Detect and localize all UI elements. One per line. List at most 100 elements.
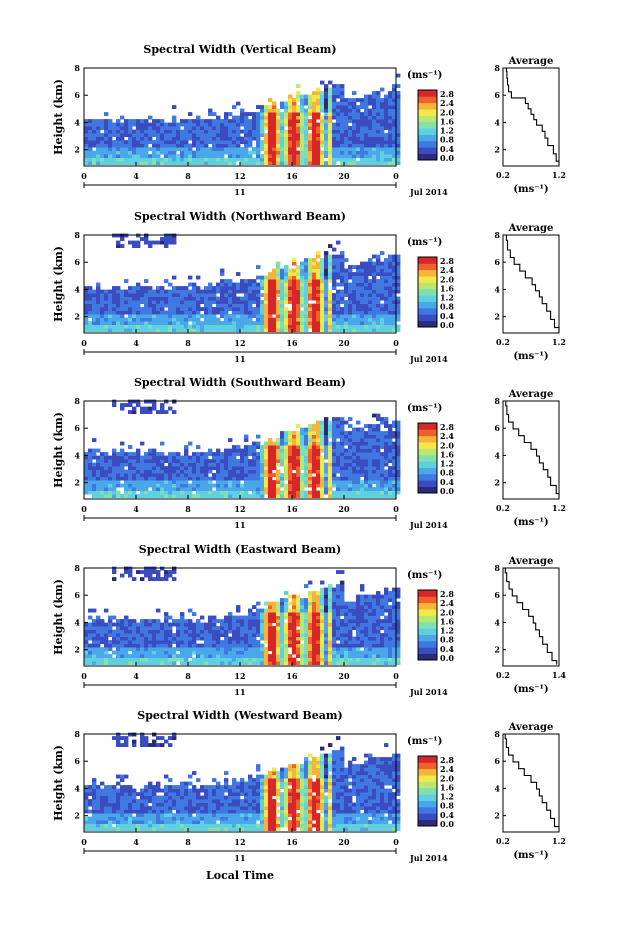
x-tick-label: 20 [338,338,350,348]
colorbar-tick-label: 0.8 [440,135,454,145]
average-x-tick-label: 1.4 [552,670,566,680]
x-tick-label: 0 [393,504,399,514]
colorbar-tick-label: 0.4 [440,644,454,654]
average-y-tick-label: 6 [494,423,500,433]
average-frame [503,568,559,666]
x-tick-label: 8 [185,338,191,348]
panel-5: Spectral Width (Westward Beam)2468Height… [52,709,566,863]
y-tick-label: 2 [74,312,80,322]
panel-3: Spectral Width (Southward Beam)2468Heigh… [52,376,566,530]
x-tick-label: 20 [338,171,350,181]
average-unit: (ms⁻¹) [513,351,548,362]
date-label: Jul 2014 [409,187,448,197]
average-y-tick-label: 2 [494,645,500,655]
y-axis-title: Height (km) [52,79,65,155]
y-tick-label: 8 [74,729,80,739]
panel-title: Spectral Width (Northward Beam) [134,210,346,223]
panel-title: Spectral Width (Westward Beam) [137,709,342,722]
colorbar-tick-label: 2.8 [440,256,454,266]
colorbar-tick-label: 2.4 [440,598,454,608]
x-tick-label: 0 [393,171,399,181]
day-label: 11 [234,520,245,530]
average-y-tick-label: 6 [494,590,500,600]
y-tick-label: 2 [74,811,80,821]
average-unit: (ms⁻¹) [513,850,548,861]
x-tick-label: 4 [133,504,139,514]
colorbar-unit: (ms⁻¹) [407,570,442,581]
date-label: Jul 2014 [409,520,448,530]
average-y-tick-label: 8 [494,396,500,406]
average-y-tick-label: 2 [494,145,500,155]
colorbar-tick-label: 2.8 [440,89,454,99]
x-tick-label: 8 [185,171,191,181]
colorbar-tick-label: 0.8 [440,302,454,312]
x-tick-label: 16 [286,671,298,681]
x-tick-label: 0 [81,837,87,847]
heatmap-cells [84,567,400,665]
y-tick-label: 2 [74,478,80,488]
heatmap-cells [84,400,400,498]
average-title: Average [508,56,554,67]
average-x-tick-label: 0.2 [496,503,510,513]
average-y-tick-label: 4 [494,783,500,793]
average-y-tick-label: 4 [494,284,500,294]
colorbar-tick-label: 0.4 [440,810,454,820]
x-tick-label: 0 [393,338,399,348]
date-label: Jul 2014 [409,687,448,697]
x-tick-label: 20 [338,504,350,514]
colorbar-tick-label: 2.8 [440,755,454,765]
y-tick-label: 8 [74,63,80,73]
average-title: Average [508,556,554,567]
average-y-tick-label: 2 [494,478,500,488]
average-y-tick-label: 4 [494,117,500,127]
colorbar-tick-label: 1.6 [440,782,454,792]
colorbar-tick-label: 1.2 [440,126,454,136]
colorbar-tick-label: 0.4 [440,477,454,487]
y-tick-label: 4 [74,450,80,460]
colorbar-tick-label: 1.6 [440,116,454,126]
y-tick-label: 4 [74,284,80,294]
y-tick-label: 6 [74,590,80,600]
panel-4: Spectral Width (Eastward Beam)2468Height… [52,543,566,697]
colorbar [418,756,437,826]
colorbar-tick-label: 2.8 [440,589,454,599]
average-title: Average [508,389,554,400]
y-axis-title: Height (km) [52,412,65,488]
x-tick-label: 12 [234,504,245,514]
x-tick-label: 16 [286,171,298,181]
colorbar-tick-label: 2.4 [440,265,454,275]
colorbar-tick-label: 2.0 [440,274,454,284]
colorbar-tick-label: 2.4 [440,764,454,774]
colorbar [418,590,437,660]
y-tick-label: 4 [74,617,80,627]
x-tick-label: 12 [234,338,245,348]
x-tick-label: 8 [185,837,191,847]
x-tick-label: 20 [338,671,350,681]
average-y-tick-label: 6 [494,257,500,267]
heatmap-cells [84,733,400,831]
x-tick-label: 0 [81,504,87,514]
average-y-tick-label: 8 [494,63,500,73]
y-tick-label: 8 [74,563,80,573]
average-unit: (ms⁻¹) [513,684,548,695]
average-title: Average [508,223,554,234]
colorbar [418,90,437,160]
x-tick-label: 0 [393,671,399,681]
y-axis-title: Height (km) [52,745,65,821]
average-x-tick-label: 0.2 [496,337,510,347]
day-label: 11 [234,853,245,863]
average-frame [503,68,559,166]
x-tick-label: 12 [234,171,245,181]
average-x-tick-label: 0.2 [496,836,510,846]
colorbar-tick-label: 1.2 [440,293,454,303]
y-tick-label: 6 [74,257,80,267]
heatmap-cells [84,234,400,332]
y-axis-title: Height (km) [52,246,65,322]
x-tick-label: 16 [286,504,298,514]
colorbar-unit: (ms⁻¹) [407,403,442,414]
panel-title: Spectral Width (Vertical Beam) [143,43,336,56]
colorbar-tick-label: 2.0 [440,107,454,117]
colorbar-tick-label: 1.2 [440,626,454,636]
